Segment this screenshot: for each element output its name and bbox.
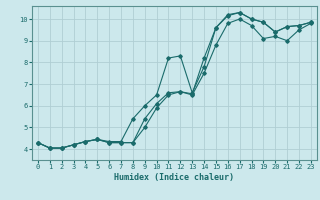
X-axis label: Humidex (Indice chaleur): Humidex (Indice chaleur) <box>115 173 234 182</box>
